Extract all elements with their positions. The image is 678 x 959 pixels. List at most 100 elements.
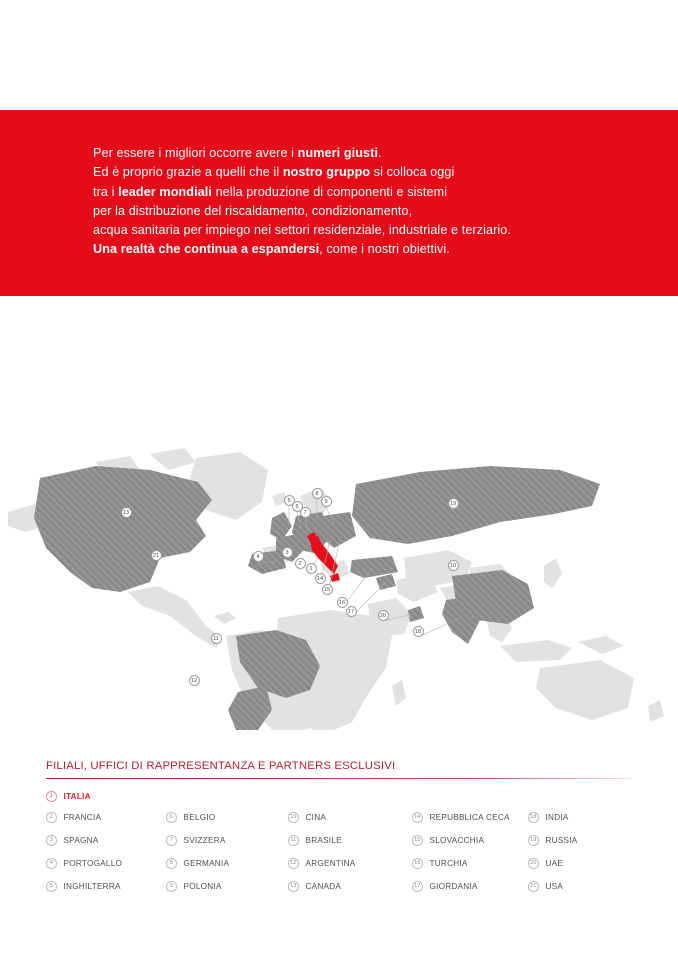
legend-country-label: PORTOGALLO	[63, 858, 123, 868]
legend-number-badge: 12	[288, 858, 299, 869]
legend-country-label: BELGIO	[183, 812, 216, 822]
legend-number-badge: 3	[46, 835, 57, 846]
legend-number-badge: 6	[166, 812, 177, 823]
hero-text-run: , come i nostri obiettivi.	[319, 242, 450, 257]
hero-text-run: tra i	[93, 184, 119, 199]
map-marker-10[interactable]: 10	[447, 559, 459, 571]
legend-country-label: SPAGNA	[63, 835, 99, 845]
legend-item-brasile[interactable]: 11 BRASILE	[288, 835, 342, 846]
map-marker-8[interactable]: 8	[311, 487, 323, 499]
legend-item-polonia[interactable]: 9 POLONIA	[166, 881, 222, 892]
hero-emphasis: numeri giusti	[297, 146, 379, 160]
map-marker-19[interactable]: 19	[447, 497, 459, 509]
legend-number-badge: 7	[166, 835, 177, 846]
legend-country-label: POLONIA	[183, 881, 222, 891]
legend-country-label: CINA	[305, 812, 327, 822]
hero-text-run: Ed è proprio grazie a quelli che il	[93, 165, 283, 180]
legend-country-label: SLOVACCHIA	[429, 835, 485, 845]
legend-country-label: USA	[545, 881, 564, 891]
legend-country-label: INGHILTERRA	[63, 881, 121, 891]
map-marker-2[interactable]: 2	[294, 557, 306, 569]
legend-number-badge: 5	[46, 881, 57, 892]
map-highlighted-countries	[34, 466, 600, 730]
map-marker-15[interactable]: 15	[321, 583, 333, 595]
world-map-graphic	[8, 448, 664, 730]
legend-number-badge: 20	[528, 858, 539, 869]
hero-text-run: Per essere i migliori occorre avere i	[93, 146, 298, 160]
legend-number-badge: 14	[412, 812, 423, 823]
legend-item-slovacchia[interactable]: 15 SLOVACCHIA	[412, 835, 484, 846]
map-marker-7[interactable]: 7	[299, 506, 311, 518]
legend-title: FILIALI, UFFICI DI RAPPRESENTANZA E PART…	[46, 760, 396, 772]
legend-country-label: RUSSIA	[545, 835, 578, 845]
legend-item-india[interactable]: 18 INDIA	[528, 812, 569, 823]
legend-number-badge: 10	[288, 812, 299, 823]
legend-country-label: UAE	[545, 858, 564, 868]
legend-item-giordania[interactable]: 17 GIORDANIA	[412, 881, 478, 892]
map-marker-1[interactable]: 1	[305, 562, 317, 574]
legend-country-label: REPUBBLICA CECA	[429, 812, 510, 822]
legend-number-badge: 2	[46, 812, 57, 823]
map-marker-16[interactable]: 16	[336, 596, 348, 608]
map-marker-3[interactable]: 3	[281, 546, 293, 558]
world-map-section: 11132111124356789211415161720181019	[0, 440, 678, 730]
legend-country-label: FRANCIA	[63, 812, 102, 822]
legend-section: FILIALI, UFFICI DI RAPPRESENTANZA E PART…	[0, 752, 678, 912]
map-marker-17[interactable]: 17	[345, 605, 357, 617]
hero-line: Una realtà che continua a espandersi, co…	[93, 240, 633, 259]
legend-number-badge: 8	[166, 858, 177, 869]
legend-number-badge: 19	[528, 835, 539, 846]
legend-item-portogallo[interactable]: 4 PORTOGALLO	[46, 858, 122, 869]
legend-item-italia[interactable]: 1 ITALIA	[46, 791, 91, 802]
map-marker-20[interactable]: 20	[377, 609, 389, 621]
hero-line: Ed è proprio grazie a quelli che il nost…	[93, 163, 633, 182]
hero-text-run: acqua sanitaria per impiego nei settori …	[93, 223, 512, 238]
map-marker-6[interactable]: 6	[291, 500, 303, 512]
map-marker-13[interactable]: 13	[120, 506, 132, 518]
legend-number-badge: 4	[46, 858, 57, 869]
legend-number-badge: 11	[288, 835, 299, 846]
map-marker-14[interactable]: 14	[314, 572, 326, 584]
map-marker-5[interactable]: 5	[283, 494, 295, 506]
hero-text-run: per la distribuzione del riscaldamento, …	[93, 203, 413, 218]
legend-country-label: ARGENTINA	[305, 858, 356, 868]
legend-item-turchia[interactable]: 16 TURCHIA	[412, 858, 468, 869]
legend-number-badge: 17	[412, 881, 423, 892]
legend-number-badge: 15	[412, 835, 423, 846]
map-marker-9[interactable]: 9	[320, 495, 332, 507]
italy-highlight	[307, 532, 340, 582]
map-marker-11[interactable]: 11	[210, 632, 222, 644]
map-marker-21[interactable]: 21	[150, 549, 162, 561]
hero-emphasis: Una realtà che continua a espandersi	[93, 242, 320, 257]
legend-item-repubblica-ceca[interactable]: 14 REPUBBLICA CECA	[412, 812, 510, 823]
legend-item-francia[interactable]: 2 FRANCIA	[46, 812, 101, 823]
legend-item-argentina[interactable]: 12 ARGENTINA	[288, 858, 356, 869]
legend-country-label: GERMANIA	[183, 858, 230, 868]
map-marker-4[interactable]: 4	[252, 550, 264, 562]
legend-country-label: SVIZZERA	[183, 835, 226, 845]
hero-line: acqua sanitaria per impiego nei settori …	[93, 221, 633, 240]
legend-item-inghilterra[interactable]: 5 INGHILTERRA	[46, 881, 121, 892]
map-marker-18[interactable]: 18	[412, 625, 424, 637]
legend-item-russia[interactable]: 19 RUSSIA	[528, 835, 577, 846]
legend-country-label: BRASILE	[305, 835, 342, 845]
hero-line: per la distribuzione del riscaldamento, …	[93, 202, 633, 221]
legend-country-label: ITALIA	[63, 791, 91, 801]
legend-number-badge: 21	[528, 881, 539, 892]
legend-item-svizzera[interactable]: 7 SVIZZERA	[166, 835, 226, 846]
legend-number-badge: 9	[166, 881, 177, 892]
legend-country-label: TURCHIA	[429, 858, 468, 868]
hero-red-band: Per essere i migliori occorre avere i nu…	[0, 110, 678, 296]
legend-divider	[46, 778, 631, 780]
legend-item-spagna[interactable]: 3 SPAGNA	[46, 835, 99, 846]
legend-item-belgio[interactable]: 6 BELGIO	[166, 812, 216, 823]
hero-text-run: si colloca oggi	[370, 165, 455, 180]
legend-item-cina[interactable]: 10 CINA	[288, 812, 326, 823]
legend-item-uae[interactable]: 20 UAE	[528, 858, 563, 869]
legend-item-germania[interactable]: 8 GERMANIA	[166, 858, 229, 869]
legend-country-label: GIORDANIA	[429, 881, 478, 891]
hero-emphasis: nostro gruppo	[282, 165, 371, 180]
legend-item-canada[interactable]: 13 CANADA	[288, 881, 341, 892]
map-marker-12[interactable]: 12	[188, 674, 200, 686]
legend-item-usa[interactable]: 21 USA	[528, 881, 563, 892]
